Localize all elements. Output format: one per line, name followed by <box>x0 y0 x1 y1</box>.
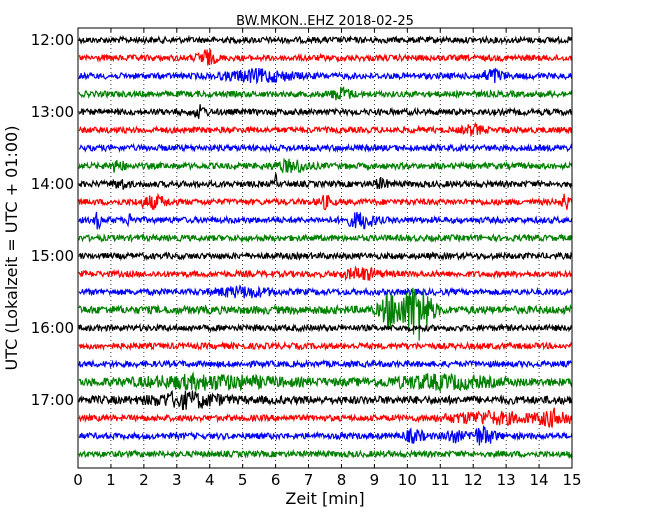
seismic-trace-1230 <box>78 67 573 85</box>
seismic-trace-1615 <box>78 340 573 352</box>
vertical-grid <box>110 28 540 468</box>
x-tick-label: 10 <box>398 471 417 489</box>
seismic-trace-1200 <box>78 34 573 46</box>
seismic-trace-1545 <box>78 287 573 341</box>
x-tick-label: 15 <box>562 471 581 489</box>
seismic-trace-1700 <box>78 390 573 411</box>
trace-group <box>78 34 573 460</box>
x-tick-label: 13 <box>497 471 516 489</box>
x-tick-label: 8 <box>337 471 347 489</box>
x-tick-label: 12 <box>464 471 483 489</box>
seismic-trace-1445 <box>78 232 573 244</box>
seismic-trace-1245 <box>78 86 573 101</box>
y-tick-label: 12:00 <box>31 31 74 49</box>
seismic-trace-1600 <box>78 322 573 334</box>
x-tick-label: 0 <box>73 471 83 489</box>
seismic-trace-1500 <box>78 250 573 262</box>
x-axis-label: Zeit [min] <box>285 489 364 508</box>
x-tick-label: 9 <box>370 471 380 489</box>
seismic-trace-1345 <box>78 157 573 174</box>
x-tick-label: 2 <box>139 471 149 489</box>
seismic-trace-1515 <box>78 265 573 282</box>
x-tick-label: 1 <box>106 471 116 489</box>
seismic-trace-1400 <box>78 173 573 190</box>
seismic-trace-1745 <box>78 448 573 460</box>
x-tick-label: 4 <box>205 471 215 489</box>
x-axis: 0 1 2 3 4 5 6 7 8 9 10 11 12 13 14 15 <box>73 28 582 489</box>
x-tick-label: 6 <box>271 471 281 489</box>
y-tick-label: 16:00 <box>31 319 74 337</box>
seismic-trace-1715 <box>78 407 573 428</box>
seismic-trace-1215 <box>78 47 573 66</box>
x-tick-label: 5 <box>238 471 248 489</box>
x-tick-label: 7 <box>304 471 314 489</box>
x-tick-label: 11 <box>431 471 450 489</box>
y-axis-label: UTC (Lokalzeit = UTC + 01:00) <box>2 126 21 371</box>
seismic-trace-1330 <box>78 142 573 154</box>
chart-title: BW.MKON..EHZ 2018-02-25 <box>236 14 414 29</box>
y-tick-label: 14:00 <box>31 175 74 193</box>
y-tick-label: 17:00 <box>31 391 74 409</box>
seismic-trace-1730 <box>78 425 573 446</box>
x-tick-label: 3 <box>172 471 182 489</box>
y-tick-label: 13:00 <box>31 103 74 121</box>
seismic-trace-1645 <box>78 371 573 394</box>
seismic-trace-1630 <box>78 358 573 370</box>
plot-frame <box>77 27 573 469</box>
seismic-trace-1300 <box>78 104 573 119</box>
seismic-trace-1430 <box>78 211 573 231</box>
x-tick-label: 14 <box>530 471 549 489</box>
y-axis: 12:00 13:00 14:00 15:00 16:00 17:00 <box>31 31 572 409</box>
seismic-trace-1415 <box>78 192 573 211</box>
y-tick-label: 15:00 <box>31 247 74 265</box>
seismic-trace-1530 <box>78 284 573 299</box>
seismic-trace-1315 <box>78 121 573 137</box>
